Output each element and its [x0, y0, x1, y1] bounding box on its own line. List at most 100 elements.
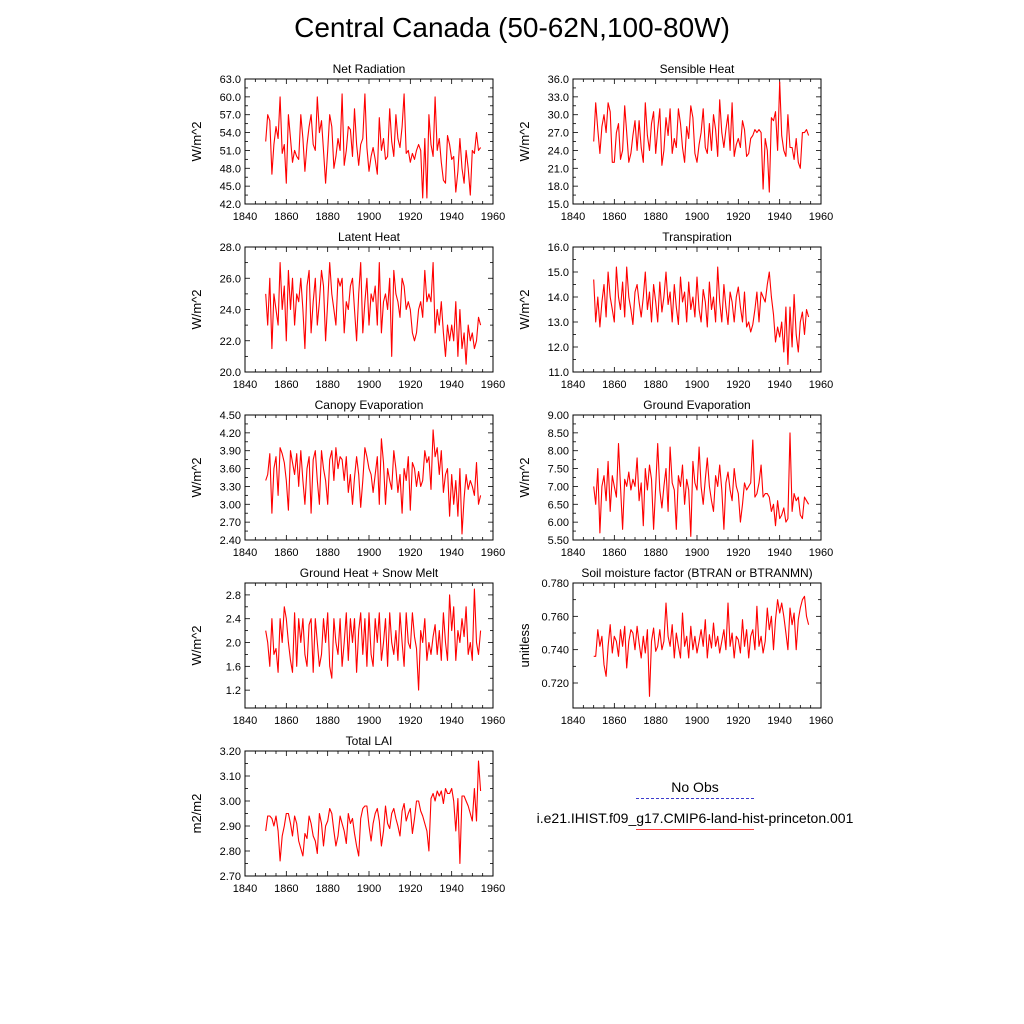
y-tick-label: 27.0 — [548, 128, 569, 140]
x-tick-label: 1840 — [233, 883, 257, 895]
series-line — [265, 429, 482, 535]
x-tick-label: 1960 — [809, 547, 833, 559]
x-tick-label: 1900 — [357, 211, 381, 223]
x-tick-label: 1860 — [602, 547, 626, 559]
x-tick-label: 1960 — [481, 379, 505, 391]
plot-frame — [572, 246, 822, 373]
y-tick-label: 2.80 — [220, 846, 241, 858]
y-tick-label: 54.0 — [220, 128, 241, 140]
chart-panel-7: Ground Heat + Snow Melt W/m^2 1840 1860 1880… — [189, 566, 505, 727]
plot-frame — [572, 582, 822, 709]
x-tick-label: 1840 — [561, 211, 585, 223]
y-tick-label: 36.0 — [548, 74, 569, 86]
y-tick-label: 2.4 — [226, 614, 241, 626]
x-tick-label: 1860 — [274, 211, 298, 223]
x-tick-label: 1880 — [315, 883, 339, 895]
x-tick-label: 1940 — [439, 211, 463, 223]
x-tick-label: 1900 — [685, 547, 709, 559]
x-tick-label: 1860 — [602, 715, 626, 727]
x-tick-label: 1920 — [398, 211, 422, 223]
x-tick-label: 1940 — [439, 547, 463, 559]
series-line — [265, 262, 482, 365]
y-tick-label: 51.0 — [220, 145, 241, 157]
y-tick-label: 7.50 — [548, 464, 569, 476]
series-line — [593, 266, 810, 366]
y-tick-label: 16.0 — [548, 242, 569, 254]
y-axis-label: unitless — [517, 623, 532, 668]
y-tick-label: 3.60 — [220, 464, 241, 476]
y-axis-label: W/m^2 — [517, 457, 532, 497]
series-line — [265, 93, 482, 199]
y-tick-label: 3.20 — [220, 746, 241, 758]
chart-title: Net Radiation — [333, 62, 406, 76]
x-tick-label: 1920 — [726, 715, 750, 727]
y-tick-label: 0.740 — [541, 645, 569, 657]
x-tick-label: 1940 — [767, 715, 791, 727]
y-tick-label: 0.720 — [541, 678, 569, 690]
x-tick-label: 1920 — [726, 379, 750, 391]
x-tick-label: 1900 — [685, 715, 709, 727]
x-tick-label: 1860 — [602, 211, 626, 223]
y-tick-label: 2.90 — [220, 821, 241, 833]
chart-title: Ground Heat + Snow Melt — [300, 566, 439, 580]
x-tick-label: 1880 — [315, 211, 339, 223]
series-line — [265, 760, 482, 865]
y-tick-label: 45.0 — [220, 181, 241, 193]
y-tick-label: 57.0 — [220, 110, 241, 122]
x-tick-label: 1880 — [315, 379, 339, 391]
y-tick-label: 3.90 — [220, 446, 241, 458]
y-tick-label: 13.0 — [548, 317, 569, 329]
x-tick-label: 1900 — [685, 379, 709, 391]
plot-frame — [572, 78, 822, 205]
x-tick-label: 1960 — [809, 211, 833, 223]
y-tick-label: 30.0 — [548, 110, 569, 122]
x-tick-label: 1840 — [233, 715, 257, 727]
y-tick-label: 1.6 — [226, 661, 241, 673]
x-tick-label: 1940 — [767, 379, 791, 391]
plot-frame — [244, 414, 494, 541]
chart-title: Ground Evaporation — [643, 398, 750, 412]
y-tick-label: 26.0 — [220, 273, 241, 285]
y-axis-label: W/m^2 — [189, 121, 204, 161]
chart-title: Transpiration — [662, 230, 732, 244]
y-axis-label: W/m^2 — [189, 625, 204, 665]
y-tick-label: 1.2 — [226, 685, 241, 697]
y-tick-label: 0.760 — [541, 611, 569, 623]
legend-obs-label: No Obs — [671, 779, 719, 795]
x-tick-label: 1900 — [357, 883, 381, 895]
y-tick-label: 2.0 — [226, 638, 241, 650]
y-tick-label: 21.0 — [548, 163, 569, 175]
x-tick-label: 1880 — [643, 379, 667, 391]
y-tick-label: 3.00 — [220, 796, 241, 808]
y-tick-label: 2.70 — [220, 871, 241, 883]
series-line — [593, 81, 810, 193]
y-tick-label: 48.0 — [220, 163, 241, 175]
x-tick-label: 1840 — [233, 547, 257, 559]
x-tick-label: 1920 — [726, 211, 750, 223]
y-tick-label: 42.0 — [220, 199, 241, 211]
series-line — [265, 588, 482, 691]
plot-frame — [244, 750, 494, 877]
y-axis-label: W/m^2 — [189, 289, 204, 329]
chart-panel-9: Total LAI m2/m2 1840 1860 1880 1900 1920 1940 19… — [189, 734, 505, 895]
chart-panel-3: Latent Heat W/m^2 1840 1860 1880 1900 1920 1940… — [189, 230, 505, 391]
chart-panel-4: Transpiration W/m^2 1840 1860 1880 1900 1920 19… — [517, 230, 833, 391]
series-line — [593, 432, 810, 537]
y-tick-label: 24.0 — [220, 305, 241, 317]
y-tick-label: 5.50 — [548, 535, 569, 547]
chart-title: Total LAI — [346, 734, 393, 748]
x-tick-label: 1920 — [398, 547, 422, 559]
y-tick-label: 11.0 — [548, 367, 569, 379]
x-tick-label: 1940 — [439, 883, 463, 895]
chart-panel-6: Ground Evaporation W/m^2 1840 1860 1880 1900 1… — [517, 398, 833, 559]
y-tick-label: 6.50 — [548, 499, 569, 511]
y-tick-label: 4.20 — [220, 428, 241, 440]
chart-panel-1: Net Radiation W/m^2 1840 1860 1880 1900 1920 19… — [189, 62, 505, 223]
x-tick-label: 1900 — [357, 379, 381, 391]
plot-frame — [244, 582, 494, 709]
x-tick-label: 1860 — [602, 379, 626, 391]
x-tick-label: 1960 — [481, 883, 505, 895]
y-tick-label: 24.0 — [548, 145, 569, 157]
y-tick-label: 12.0 — [548, 342, 569, 354]
